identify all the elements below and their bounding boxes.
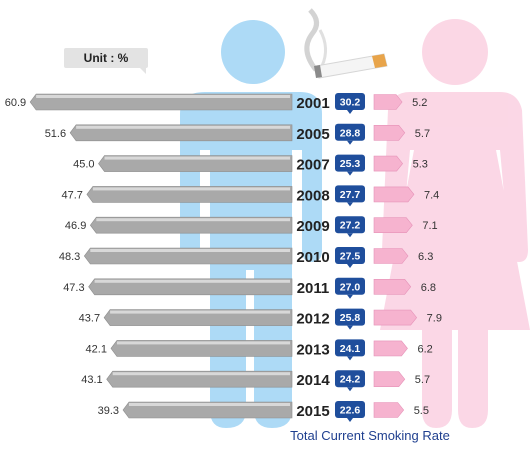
female-bar (373, 278, 412, 295)
female-bar (373, 402, 405, 418)
total-badge-pointer (347, 264, 353, 268)
total-value-label: 28.8 (340, 127, 361, 139)
total-value-label: 27.7 (340, 189, 361, 201)
year-label: 2012 (296, 311, 329, 328)
female-value-label: 7.4 (424, 189, 439, 201)
chart-title: Total Current Smoking Rate (290, 428, 450, 443)
year-label: 2011 (297, 280, 330, 297)
total-badge (335, 308, 365, 326)
total-value-label: 24.1 (340, 343, 361, 355)
female-value-label: 6.3 (418, 251, 433, 263)
male-bar-highlight (96, 218, 290, 222)
total-badge-pointer (347, 387, 353, 392)
male-bar-highlight (110, 310, 290, 314)
total-value-label: 22.6 (340, 405, 361, 417)
total-value-label: 24.2 (340, 374, 361, 386)
year-label: 2013 (296, 341, 329, 358)
female-value-label: 5.7 (415, 374, 430, 386)
total-value-label: 25.8 (340, 312, 361, 324)
year-label: 2008 (296, 187, 329, 204)
total-value-label: 25.3 (340, 158, 361, 170)
total-badge-pointer (347, 233, 353, 238)
total-badge (335, 93, 365, 110)
female-bar (373, 371, 406, 388)
year-label: 2009 (296, 218, 329, 235)
male-value-label: 48.3 (59, 251, 80, 263)
male-bar-highlight (36, 95, 290, 98)
total-value-label: 27.0 (340, 281, 361, 293)
total-badge (335, 216, 365, 234)
male-bar-highlight (94, 279, 290, 283)
male-value-label: 47.7 (61, 189, 82, 201)
male-value-label: 42.1 (86, 343, 107, 355)
total-badge-pointer (347, 171, 353, 176)
male-value-label: 51.6 (45, 128, 66, 140)
total-badge (335, 370, 365, 388)
female-bar (373, 125, 406, 141)
year-label: 2014 (296, 372, 330, 389)
male-value-label: 46.9 (65, 220, 86, 232)
male-value-label: 43.7 (79, 313, 100, 325)
male-value-label: 39.3 (98, 405, 119, 417)
total-badge (335, 339, 365, 357)
total-badge (335, 185, 365, 203)
male-value-label: 43.1 (81, 374, 102, 386)
year-label: 2010 (296, 249, 329, 266)
female-value-label: 5.2 (412, 97, 427, 109)
female-value-label: 6.8 (421, 282, 436, 294)
year-label: 2005 (296, 126, 329, 143)
male-bar-highlight (92, 187, 290, 191)
unit-label-pointer (138, 66, 146, 74)
male-value-label: 45.0 (73, 159, 94, 171)
male-bar-highlight (112, 372, 290, 376)
female-value-label: 5.5 (414, 405, 429, 417)
unit-label: Unit : % (64, 48, 148, 68)
female-value-label: 6.2 (417, 343, 432, 355)
total-badge-pointer (347, 110, 353, 114)
year-label: 2001 (296, 95, 329, 112)
female-value-label: 5.7 (415, 128, 430, 140)
female-value-label: 5.3 (413, 159, 428, 171)
male-value-label: 60.9 (5, 97, 26, 109)
year-label: 2007 (296, 157, 329, 174)
female-bar (373, 309, 418, 326)
male-bar-highlight (76, 125, 291, 129)
total-value-label: 30.2 (340, 97, 361, 109)
female-bar (373, 340, 408, 357)
female-value-label: 7.1 (422, 220, 437, 232)
total-badge-pointer (347, 202, 353, 207)
total-badge-pointer (347, 140, 353, 145)
female-bar (373, 248, 409, 264)
male-bar-highlight (116, 341, 290, 345)
female-bar (373, 155, 404, 172)
female-figure-icon (380, 19, 530, 428)
total-badge-pointer (347, 294, 353, 299)
total-badge (335, 401, 365, 418)
total-badge-pointer (347, 325, 353, 330)
total-value-label: 27.5 (340, 251, 361, 263)
total-badge (335, 277, 365, 295)
male-bar-highlight (90, 249, 290, 252)
female-value-label: 7.9 (427, 313, 442, 325)
total-badge-pointer (347, 356, 353, 361)
male-value-label: 47.3 (63, 282, 84, 294)
cigarette-icon (304, 8, 388, 79)
female-bar (373, 217, 413, 233)
male-bar-highlight (129, 403, 290, 406)
total-badge-pointer (347, 418, 353, 422)
year-label: 2015 (296, 403, 329, 420)
female-bar (373, 186, 415, 203)
female-bar (373, 94, 403, 110)
total-badge (335, 154, 365, 172)
total-value-label: 27.2 (340, 220, 361, 232)
total-badge (335, 123, 365, 141)
total-badge (335, 247, 365, 264)
male-bar-highlight (104, 156, 290, 160)
